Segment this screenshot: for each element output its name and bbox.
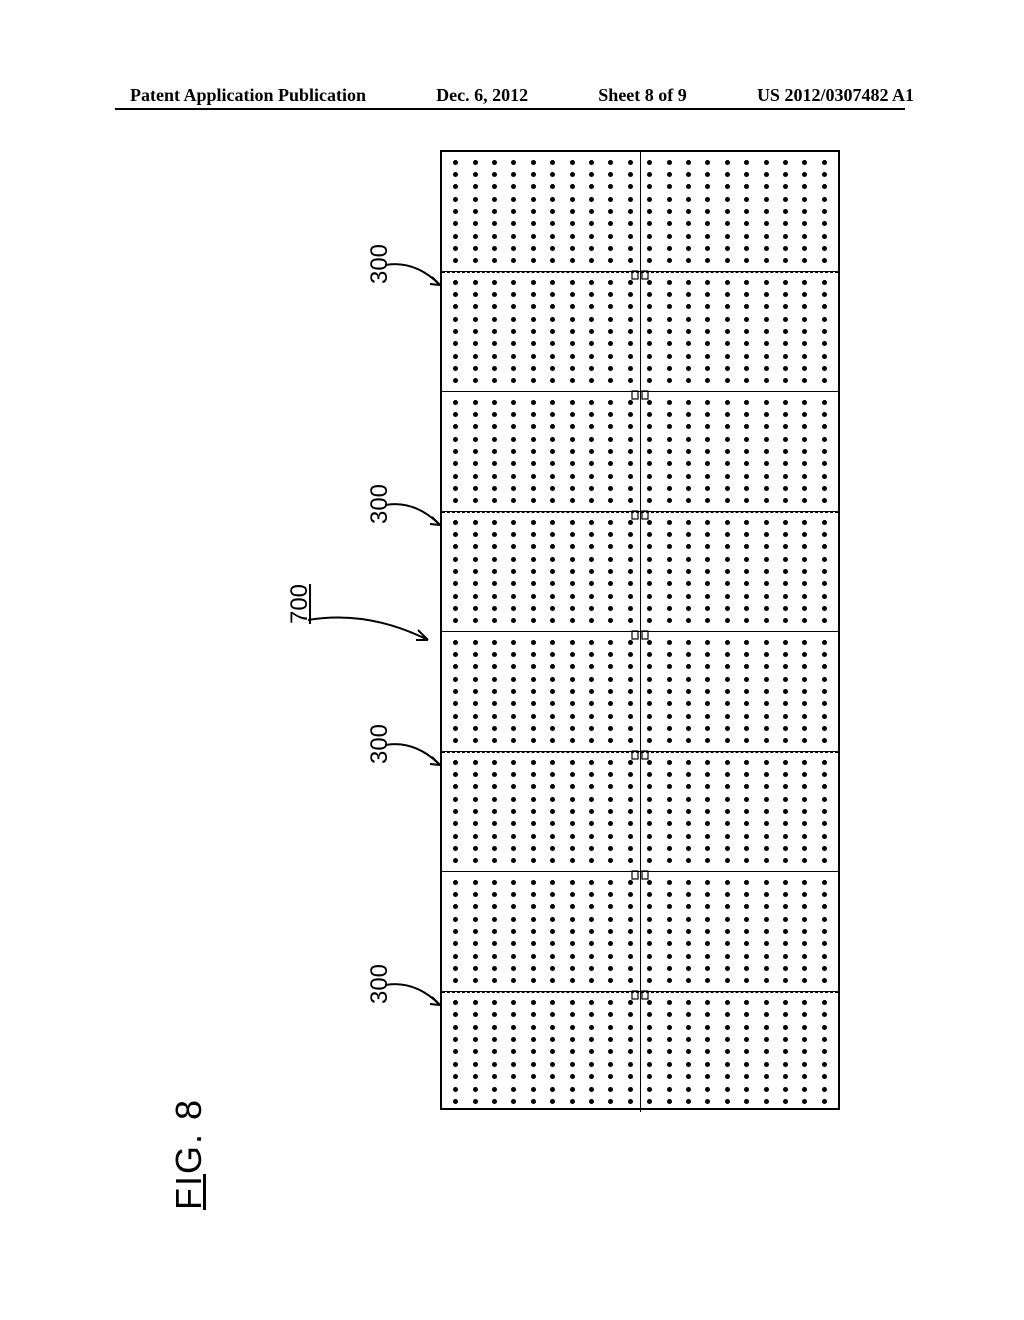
module	[442, 392, 838, 512]
module	[442, 872, 838, 992]
header-center: Dec. 6, 2012	[436, 85, 528, 106]
module	[442, 992, 838, 1112]
led-dot-grid	[446, 516, 834, 627]
led-dot-grid	[446, 276, 834, 387]
led-dot-grid	[446, 396, 834, 507]
ref-300-lead-1	[385, 260, 445, 290]
ref-300-lead-4	[385, 980, 445, 1010]
header-sheet: Sheet 8 of 9	[598, 85, 687, 106]
module	[442, 512, 838, 632]
module	[442, 272, 838, 392]
figure-label: FIG. 8	[168, 1098, 210, 1210]
figure-label-suffix: G. 8	[168, 1098, 209, 1174]
module	[442, 152, 838, 272]
led-dot-grid	[446, 636, 834, 747]
led-dot-grid	[446, 876, 834, 987]
header-rule	[115, 108, 905, 110]
led-dot-grid	[446, 156, 834, 267]
ref-300-lead-3	[385, 740, 445, 770]
module	[442, 632, 838, 752]
led-dot-grid	[446, 996, 834, 1108]
header-left: Patent Application Publication	[130, 85, 366, 106]
figure-8: FIG. 8 700 300 300 300 300	[200, 150, 920, 1250]
figure-label-prefix: FI	[168, 1174, 209, 1210]
module-array-panel	[440, 150, 840, 1110]
module	[442, 752, 838, 872]
led-dot-grid	[446, 756, 834, 867]
ref-300-lead-2	[385, 500, 445, 530]
ref-700-lead-arrow	[308, 610, 448, 660]
header-right: US 2012/0307482 A1	[757, 85, 914, 106]
